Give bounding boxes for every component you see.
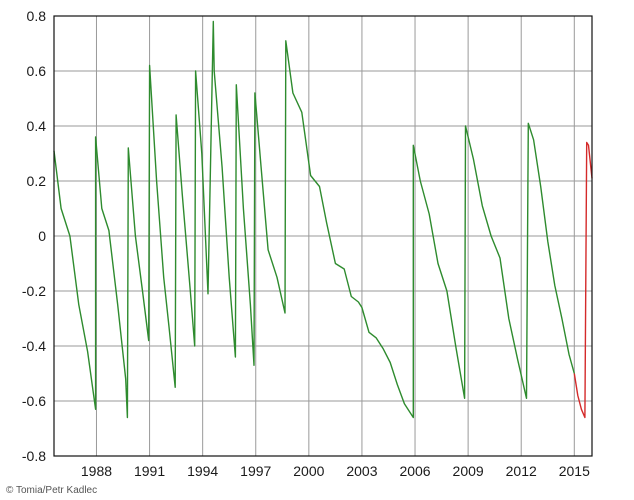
x-tick-label: 2006 (399, 463, 430, 479)
plot-frame (53, 15, 593, 457)
y-tick-label: 0 (38, 228, 46, 244)
series-group (53, 20, 593, 419)
x-tick-label: 2009 (453, 463, 484, 479)
x-tick-label: 1988 (81, 463, 112, 479)
x-tick-label: 2000 (293, 463, 324, 479)
x-tick-label: 1994 (187, 463, 218, 479)
y-tick-label: -0.6 (22, 393, 46, 409)
y-axis-ticks: -0.8 -0.6 -0.4 -0.2 0 0.2 0.4 0.6 0.8 (22, 8, 46, 464)
y-tick-label: 0.4 (27, 118, 47, 134)
x-tick-label: 1997 (240, 463, 271, 479)
y-tick-label: -0.4 (22, 338, 46, 354)
y-tick-label: -0.2 (22, 283, 46, 299)
x-tick-label: 1991 (134, 463, 165, 479)
y-tick-label: -0.8 (22, 448, 46, 464)
x-tick-label: 2003 (346, 463, 377, 479)
x-tick-label: 2015 (559, 463, 590, 479)
series-line-2 (573, 141, 593, 419)
y-tick-label: 0.2 (27, 173, 47, 189)
x-tick-label: 2012 (506, 463, 537, 479)
series-line-1 (53, 20, 575, 419)
y-tick-label: 0.6 (27, 63, 47, 79)
y-tick-label: 0.8 (27, 8, 47, 24)
image-credit: © Tomia/Petr Kadlec (6, 485, 98, 496)
x-axis-ticks: 1988 1991 1994 1997 2000 2003 2006 2009 2012 2015 (81, 463, 590, 479)
